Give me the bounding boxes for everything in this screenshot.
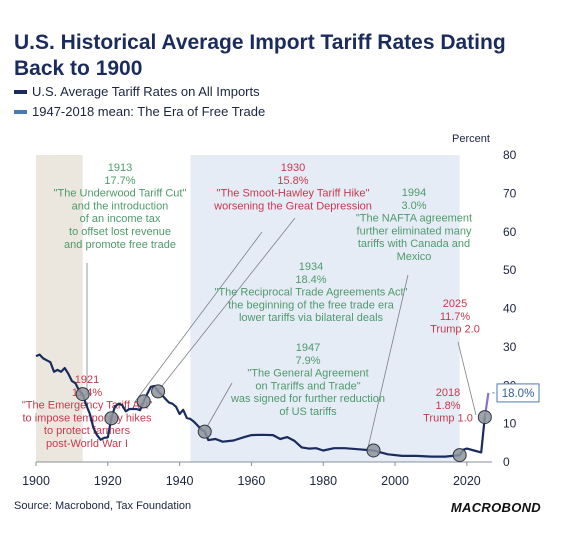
annotation-leader-line xyxy=(203,382,233,433)
data-marker xyxy=(75,387,90,402)
y-tick-label: 30 xyxy=(503,340,517,354)
chart-title: U.S. Historical Average Import Tariff Ra… xyxy=(14,31,506,80)
y-tick-label: 60 xyxy=(503,225,517,239)
annotation-leader-line xyxy=(366,274,409,453)
annotation-text: and the introduction xyxy=(72,200,169,212)
end-value-box xyxy=(496,383,540,403)
y-tick-label: 10 xyxy=(503,417,517,431)
annotation-text: 1913 xyxy=(108,162,132,174)
annotation-text: of an income tax xyxy=(80,213,161,225)
data-marker xyxy=(477,410,492,425)
x-tick-label: 1920 xyxy=(94,474,122,488)
annotation-text: 2025 xyxy=(443,298,467,310)
annotation-text: further eliminated many xyxy=(357,225,472,237)
y-tick-label: 0 xyxy=(503,455,510,469)
annotation-text: 1921 xyxy=(75,374,99,386)
annotation-text: of US tariffs xyxy=(279,406,337,418)
x-tick-label: 1980 xyxy=(309,474,337,488)
legend-swatch xyxy=(14,89,27,94)
annotation-text: on Trariffs and Trade" xyxy=(255,380,360,392)
x-tick-label: 1940 xyxy=(166,474,194,488)
annotation-text: lower tariffs via bilateral deals xyxy=(239,312,384,324)
legend-swatch xyxy=(14,109,27,114)
annotation-text: Mexico xyxy=(397,251,432,263)
annotation-text: 1994 xyxy=(402,187,426,199)
annotation-text: the beginning of the free trade era xyxy=(228,299,395,311)
y-tick-label: 50 xyxy=(503,263,517,277)
data-marker xyxy=(197,424,212,439)
data-marker xyxy=(104,411,119,426)
annotation-text: to offset lost revenue xyxy=(69,226,171,238)
x-tick-label: 1960 xyxy=(238,474,266,488)
annotation-text: 15.8% xyxy=(277,175,308,187)
annotation-text: 1947 xyxy=(296,342,320,354)
legend-item-tariff-rates: U.S. Average Tariff Rates on All Imports xyxy=(14,84,260,99)
shaded-period-0 xyxy=(36,155,83,462)
annotation-leader-line xyxy=(457,341,477,416)
source-note: Source: Macrobond, Tax Foundation xyxy=(14,500,192,512)
legend-label: U.S. Average Tariff Rates on All Imports xyxy=(32,84,260,99)
y-tick-label: 70 xyxy=(503,186,517,200)
data-marker xyxy=(452,448,467,463)
y-axis-label: Percent xyxy=(452,133,490,145)
y-tick-label: 80 xyxy=(503,148,517,162)
x-tick-label: 1900 xyxy=(22,474,50,488)
annotation-text: 3.0% xyxy=(401,200,426,212)
annotation-text: Trump 2.0 xyxy=(430,324,480,336)
annotation-text: 18.4% xyxy=(295,274,326,286)
annotation-text: 17.7% xyxy=(104,175,135,187)
annotation-text: 2018 xyxy=(436,387,460,399)
annotation-text: "The Reciprocal Trade Agreements Act" xyxy=(214,287,407,299)
annotation-text: Trump 1.0 xyxy=(423,413,473,425)
legend-label: 1947-2018 mean: The Era of Free Trade xyxy=(32,104,266,119)
annotation-text: was signed for further reduction xyxy=(230,393,385,405)
annotation-text: "The Smoot-Hawley Tariff Hike" xyxy=(217,188,370,200)
x-tick-label: 2020 xyxy=(453,474,481,488)
data-marker xyxy=(136,394,151,409)
brand-logo: MACROBOND xyxy=(450,500,541,515)
annotation-text: "The NAFTA agreement xyxy=(356,213,472,225)
shaded-period-1 xyxy=(190,155,460,462)
annotation-text: 1.8% xyxy=(435,400,460,412)
data-marker xyxy=(366,443,381,458)
annotation-text: and promote free trade xyxy=(64,239,176,251)
annotation-text: "The General Agreement xyxy=(247,368,368,380)
annotation-text: to impose temporary hikes xyxy=(23,412,152,424)
annotation-leader-line xyxy=(157,217,296,392)
annotation-text: 7.9% xyxy=(295,355,320,367)
annotation-text: 1934 xyxy=(299,261,323,273)
y-tick-label: 40 xyxy=(503,302,517,316)
annotation-text: 11.7% xyxy=(440,311,471,323)
annotation-text: post-World War I xyxy=(46,438,128,450)
x-tick-label: 2000 xyxy=(381,474,409,488)
data-marker xyxy=(151,384,166,399)
legend-item-mean: 1947-2018 mean: The Era of Free Trade xyxy=(14,104,265,119)
end-value-label: 18.0% xyxy=(502,388,535,400)
annotation-text: worsening the Great Depression xyxy=(213,200,372,212)
annotation-text: "The Underwood Tariff Cut" xyxy=(54,188,187,200)
annotation-text: 1930 xyxy=(281,162,305,174)
annotation-leader-line xyxy=(133,231,263,404)
annotation-text: tariffs with Canada and xyxy=(358,238,470,250)
annotation-text: to protect farmers xyxy=(44,425,131,437)
